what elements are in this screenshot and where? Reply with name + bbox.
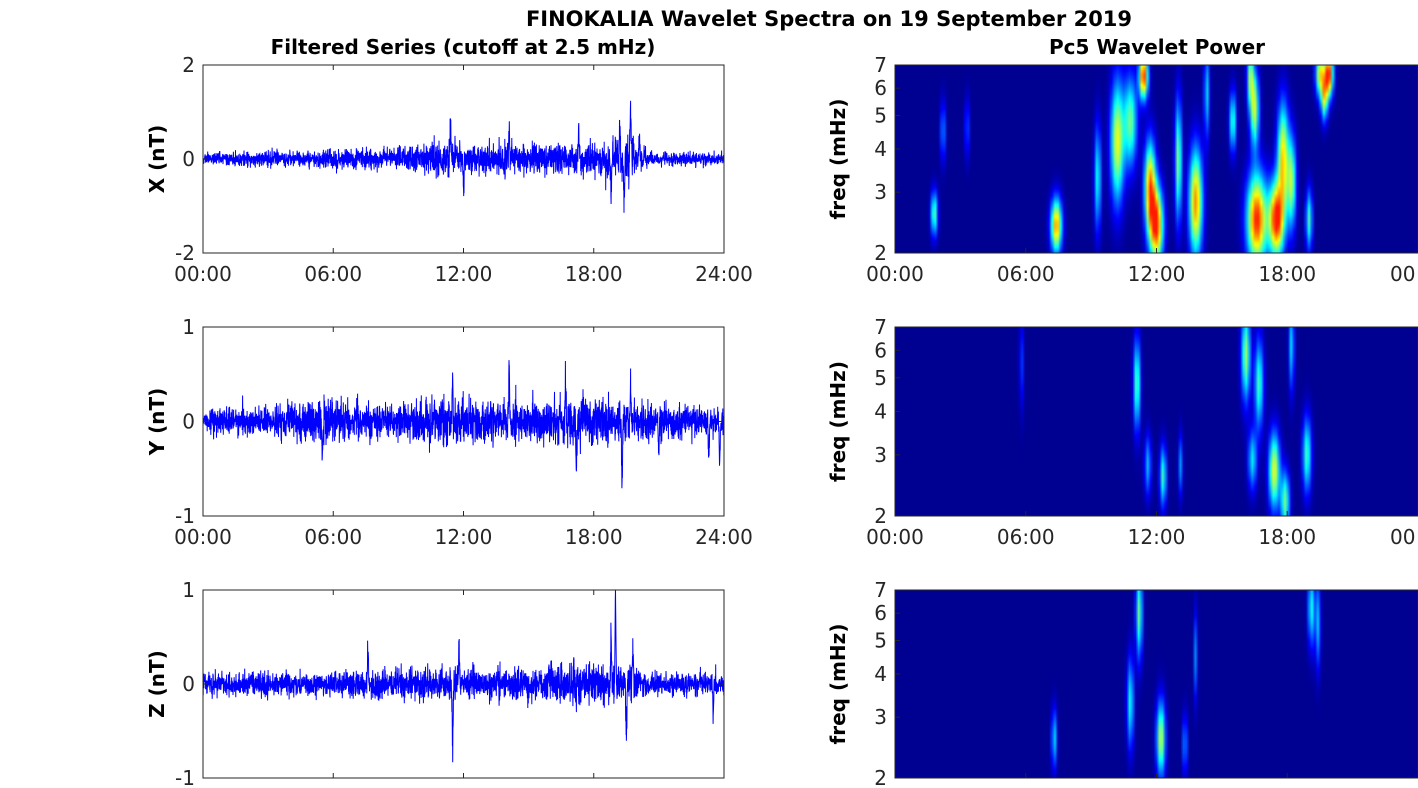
y-tick-label: 6 <box>874 76 887 100</box>
y-power-ylabel: freq (mHz) <box>826 361 850 482</box>
x-tick-label: 12:00 <box>1128 525 1186 549</box>
x-tick-label: 06:00 <box>997 525 1055 549</box>
y-tick-label: 3 <box>874 180 887 204</box>
y-tick-label: 7 <box>874 578 887 602</box>
x-tick-label: 24:00 <box>695 525 753 549</box>
y-tick-label: 1 <box>182 315 195 339</box>
z-power-heatmap-image <box>895 590 1418 778</box>
x-power-ylabel: freq (mHz) <box>826 99 850 220</box>
y-tick-label: 7 <box>874 315 887 339</box>
y-tick-label: -2 <box>175 241 195 265</box>
x-tick-label: 00:00 <box>174 525 232 549</box>
y-power-heatmap-image <box>895 327 1418 516</box>
y-tick-label: 6 <box>874 601 887 625</box>
y-tick-label: 5 <box>874 103 887 127</box>
y-tick-label: 3 <box>874 705 887 729</box>
y-series-panel: -1 0 1 00:00 06:00 12:00 18:00 24:00 Y (nT) <box>145 315 753 549</box>
y-tick-label: 6 <box>874 338 887 362</box>
y-tick-label: 4 <box>874 399 887 423</box>
x-tick-label: 18:00 <box>1258 525 1316 549</box>
y-tick-label: 2 <box>874 504 887 528</box>
y-tick-label: 7 <box>874 53 887 77</box>
y-tick-label: 2 <box>874 241 887 265</box>
z-power-ylabel: freq (mHz) <box>826 624 850 745</box>
x-tick-label: 12:00 <box>435 525 493 549</box>
x-tick-label: 12:00 <box>435 262 493 286</box>
figure-title: FINOKALIA Wavelet Spectra on 19 Septembe… <box>526 7 1132 31</box>
y-tick-label: 4 <box>874 662 887 686</box>
x-tick-label: 18:00 <box>1258 262 1316 286</box>
y-tick-label: 5 <box>874 366 887 390</box>
x-series-line <box>203 100 724 213</box>
z-power-panel: 2 3 4 5 67 freq (mHz) <box>826 578 1418 788</box>
y-tick-label: 0 <box>182 147 195 171</box>
y-tick-label: 4 <box>874 137 887 161</box>
y-tick-label: -1 <box>175 504 195 528</box>
x-series-ylabel: X (nT) <box>145 125 169 194</box>
y-tick-label: 2 <box>874 766 887 788</box>
x-tick-label: 18:00 <box>565 525 623 549</box>
z-series-panel: -1 0 1 Z (nT) <box>145 578 725 788</box>
left-column-title: Filtered Series (cutoff at 2.5 mHz) <box>271 35 656 59</box>
x-series-panel: -2 0 2 00:00 06:00 12:00 18:00 24:00 X (nT) <box>145 53 753 286</box>
y-series-line <box>203 360 724 489</box>
x-tick-label: 00:00 <box>866 262 924 286</box>
z-series-line <box>203 590 724 763</box>
y-tick-label: 1 <box>182 578 195 602</box>
y-tick-label: -1 <box>175 766 195 788</box>
y-tick-label: 2 <box>182 53 195 77</box>
y-series-ylabel: Y (nT) <box>145 388 169 457</box>
y-tick-label: 3 <box>874 443 887 467</box>
x-power-heatmap-image <box>895 65 1418 253</box>
x-tick-label: 00:00 <box>866 525 924 549</box>
x-power-panel: 2 3 4 5 67 00:00 06:00 12:00 18:00 00 freq (mHz) <box>826 53 1418 286</box>
x-tick-label: 24:00 <box>695 262 753 286</box>
right-column-title: Pc5 Wavelet Power <box>1049 35 1265 59</box>
x-tick-label: 00 <box>1390 525 1415 549</box>
x-tick-label: 06:00 <box>304 262 362 286</box>
x-tick-label: 00 <box>1390 262 1415 286</box>
x-tick-label: 06:00 <box>304 525 362 549</box>
z-series-ylabel: Z (nT) <box>145 650 169 718</box>
x-tick-label: 12:00 <box>1128 262 1186 286</box>
y-tick-label: 0 <box>182 672 195 696</box>
x-tick-label: 18:00 <box>565 262 623 286</box>
y-tick-label: 0 <box>182 410 195 434</box>
x-tick-label: 00:00 <box>174 262 232 286</box>
x-tick-label: 06:00 <box>997 262 1055 286</box>
y-tick-label: 5 <box>874 628 887 652</box>
y-power-panel: 2 3 4 5 67 00:00 06:00 12:00 18:00 00 freq (mHz) <box>826 315 1418 549</box>
